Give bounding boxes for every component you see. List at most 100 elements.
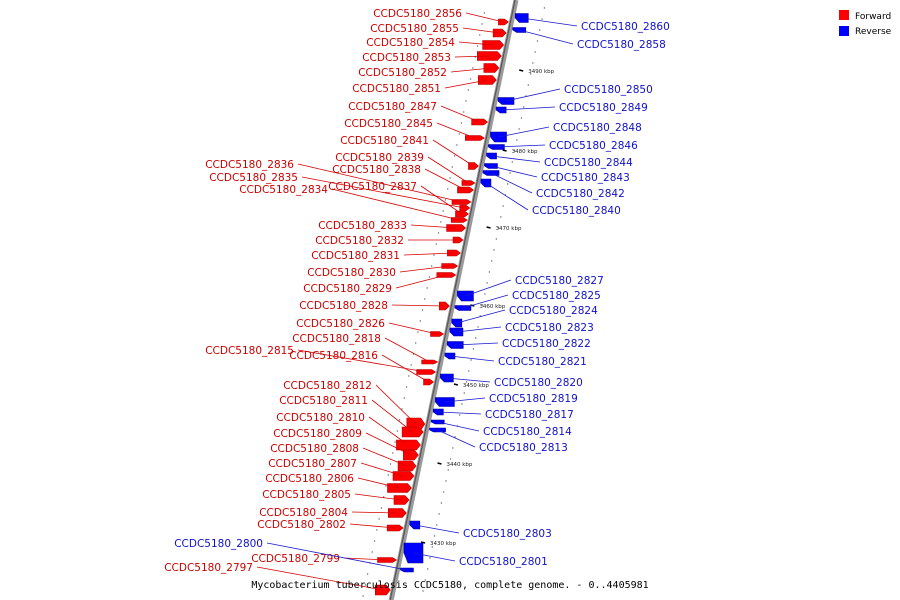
minor-tick (481, 23, 483, 25)
minor-tick (436, 524, 438, 526)
reverse-gene-leader (490, 165, 538, 178)
minor-tick (488, 271, 491, 273)
reverse-gene-label: CCDC5180_2814 (483, 426, 572, 438)
minor-tick (394, 441, 396, 443)
reverse-gene-label: CCDC5180_2843 (541, 172, 630, 184)
reverse-gene-leader (456, 326, 502, 333)
forward-gene-leader (362, 447, 408, 467)
forward-gene-leader (375, 384, 417, 425)
minor-tick (539, 29, 541, 31)
reverse-gene-leader (444, 397, 486, 403)
forward-gene-leader (331, 188, 460, 221)
minor-tick (449, 177, 451, 179)
reverse-gene-leader (498, 126, 550, 138)
forward-gene-label: CCDC5180_2816 (289, 350, 378, 362)
forward-gene-label: CCDC5180_2837 (328, 181, 417, 193)
reverse-gene-label: CCDC5180_2850 (564, 84, 653, 96)
forward-gene-leader (454, 55, 490, 58)
forward-gene-label: CCDC5180_2839 (335, 152, 424, 164)
forward-gene-leader (436, 122, 475, 139)
minor-tick (543, 7, 546, 9)
minor-tick (387, 474, 389, 476)
forward-gene-leader (384, 337, 430, 363)
reverse-gene-label: CCDC5180_2822 (502, 338, 591, 350)
forward-gene-leader (381, 354, 429, 383)
forward-gene-label: CCDC5180_2831 (311, 250, 400, 262)
forward-gene-label: CCDC5180_2847 (348, 101, 437, 113)
reverse-gene-label: CCDC5180_2803 (463, 528, 552, 540)
minor-tick (477, 326, 479, 328)
minor-tick (398, 419, 401, 421)
minor-tick (509, 172, 511, 174)
forward-gene-leader (427, 156, 469, 184)
minor-tick (463, 392, 465, 394)
forward-gene-leader (357, 477, 400, 489)
minor-tick (456, 144, 458, 146)
backbone-line (388, 0, 519, 600)
minor-tick (458, 133, 460, 135)
minor-tick (426, 287, 428, 289)
forward-gene-label: CCDC5180_2799 (251, 553, 340, 565)
forward-gene-label: CCDC5180_2809 (273, 428, 362, 440)
minor-tick (392, 452, 394, 454)
minor-tick (447, 469, 449, 471)
minor-tick (523, 106, 525, 108)
reverse-gene-label: CCDC5180_2840 (532, 205, 621, 217)
legend-reverse-label: Reverse (855, 27, 892, 37)
reverse-gene-leader (449, 355, 495, 362)
minor-tick (454, 436, 456, 438)
minor-tick (468, 370, 470, 372)
reverse-gene-label: CCDC5180_2823 (505, 322, 594, 334)
reverse-gene-leader (505, 88, 561, 102)
minor-tick (433, 535, 436, 537)
minor-tick (428, 276, 431, 278)
minor-tick (433, 254, 435, 256)
genome-backbone (388, 0, 519, 600)
forward-gene-label: CCDC5180_2829 (303, 283, 392, 295)
reverse-gene-leader (437, 429, 476, 448)
forward-gene-label: CCDC5180_2845 (344, 118, 433, 130)
minor-tick (461, 403, 463, 405)
forward-gene-leader (391, 304, 445, 307)
minor-tick (437, 232, 440, 234)
legend-forward-label: Forward (855, 12, 891, 22)
minor-tick (536, 40, 539, 42)
reverse-gene-label: CCDC5180_2824 (509, 305, 598, 317)
minor-tick (484, 293, 486, 295)
reverse-gene-label: CCDC5180_2821 (498, 356, 587, 368)
forward-gene-label: CCDC5180_2797 (164, 562, 253, 574)
gene-labels: CCDC5180_2856 CCDC5180_2855 CCDC5180_2854 C… (164, 8, 670, 591)
reverse-gene-leader (456, 309, 506, 324)
forward-gene-leader (399, 265, 450, 273)
forward-gene-leader (351, 511, 398, 514)
scale-tick-label: 3470 kbp (496, 226, 522, 232)
reverse-gene-label: CCDC5180_2820 (494, 377, 583, 389)
minor-tick (401, 408, 403, 410)
forward-gene-leader (440, 105, 480, 123)
reverse-gene-label: CCDC5180_2813 (479, 442, 568, 454)
reverse-gene-leader (496, 144, 546, 148)
minor-tick (403, 397, 405, 399)
forward-gene-label: CCDC5180_2833 (318, 220, 407, 232)
minor-tick (389, 463, 392, 465)
scale-tick-mark (519, 69, 524, 72)
reverse-gene-leader (519, 29, 574, 45)
forward-gene-leader (360, 462, 404, 477)
forward-gene-leader (368, 416, 409, 446)
scale-tick-mark (502, 149, 507, 152)
minor-tick (511, 161, 514, 163)
forward-gene-label: CCDC5180_2807 (268, 458, 357, 470)
forward-gene-label: CCDC5180_2853 (362, 52, 451, 64)
minor-tick (465, 100, 467, 102)
minor-tick (463, 111, 465, 113)
minor-tick (497, 227, 500, 229)
forward-gene-label: CCDC5180_2815 (205, 345, 294, 357)
reverse-gene-leader (455, 342, 499, 346)
forward-gene-label: CCDC5180_2802 (257, 519, 346, 531)
minor-tick (474, 337, 477, 339)
reverse-gene-leader (438, 411, 482, 415)
reverse-gene-label: CCDC5180_2817 (485, 409, 574, 421)
minor-tick (440, 502, 443, 504)
reverse-gene-leader (446, 377, 491, 383)
